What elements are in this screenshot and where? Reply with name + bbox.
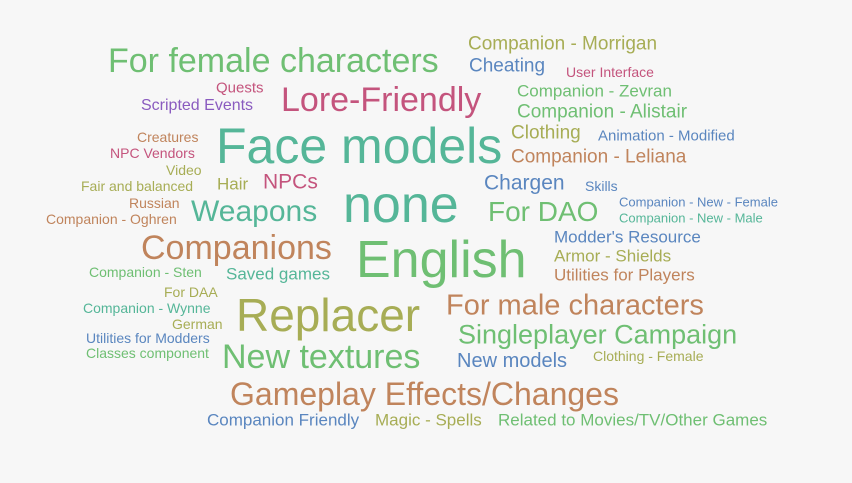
cloud-word: English [356, 231, 527, 289]
cloud-word: Companion - Leliana [511, 146, 687, 168]
cloud-word: Modder's Resource [554, 227, 701, 247]
cloud-word: Gameplay Effects/Changes [230, 376, 619, 412]
cloud-word: Replacer [236, 289, 421, 341]
cloud-word: Companion - New - Female [619, 194, 778, 210]
cloud-word: Hair [217, 174, 249, 194]
cloud-word: Skills [585, 178, 618, 194]
cloud-word: German [172, 316, 223, 332]
cloud-word: NPCs [263, 170, 318, 194]
cloud-word: Companion - Zevran [517, 81, 672, 101]
cloud-word: Companion - Morrigan [468, 33, 658, 55]
cloud-word: Video [166, 162, 202, 178]
cloud-word: Companion Friendly [207, 410, 360, 430]
cloud-word: Saved games [226, 264, 330, 284]
cloud-word: New textures [222, 338, 421, 376]
cloud-word: Quests [216, 79, 264, 97]
cloud-word: Companion - New - Male [619, 210, 763, 226]
cloud-word: Lore-Friendly [281, 81, 482, 119]
cloud-word: Companion - Alistair [517, 101, 688, 123]
cloud-word: Animation - Modified [598, 127, 735, 145]
cloud-word: Magic - Spells [375, 410, 482, 430]
cloud-word: Companion - Oghren [46, 211, 177, 227]
cloud-word: Classes component [86, 345, 209, 361]
cloud-word: User Interface [566, 64, 654, 80]
cloud-word: Weapons [191, 195, 318, 228]
cloud-word: For male characters [446, 289, 704, 322]
cloud-word: none [343, 176, 459, 234]
cloud-word: Utilities for Players [554, 265, 695, 285]
cloud-word: Clothing - Female [593, 348, 704, 364]
cloud-word: For DAO [488, 196, 599, 227]
cloud-word: Creatures [137, 129, 199, 145]
cloud-word: Clothing [511, 122, 581, 144]
cloud-word: For DAA [164, 284, 218, 300]
cloud-word: Companion - Wynne [83, 300, 211, 316]
cloud-word: For female characters [108, 42, 439, 80]
cloud-word: NPC Vendors [110, 145, 195, 161]
cloud-word: Russian [129, 195, 180, 211]
cloud-word: Related to Movies/TV/Other Games [498, 410, 768, 430]
cloud-word: Utilities for Modders [86, 330, 210, 346]
cloud-word: Armor - Shields [554, 246, 672, 266]
cloud-word: New models [457, 350, 568, 372]
cloud-word: Fair and balanced [81, 178, 194, 194]
cloud-word: Singleplayer Campaign [458, 319, 738, 350]
cloud-word: Companion - Sten [89, 264, 202, 280]
cloud-word: Chargen [484, 171, 565, 195]
cloud-word: Cheating [469, 55, 546, 77]
cloud-word: Scripted Events [141, 97, 254, 114]
cloud-word: Face models [216, 118, 503, 174]
cloud-word: Companions [141, 229, 332, 267]
